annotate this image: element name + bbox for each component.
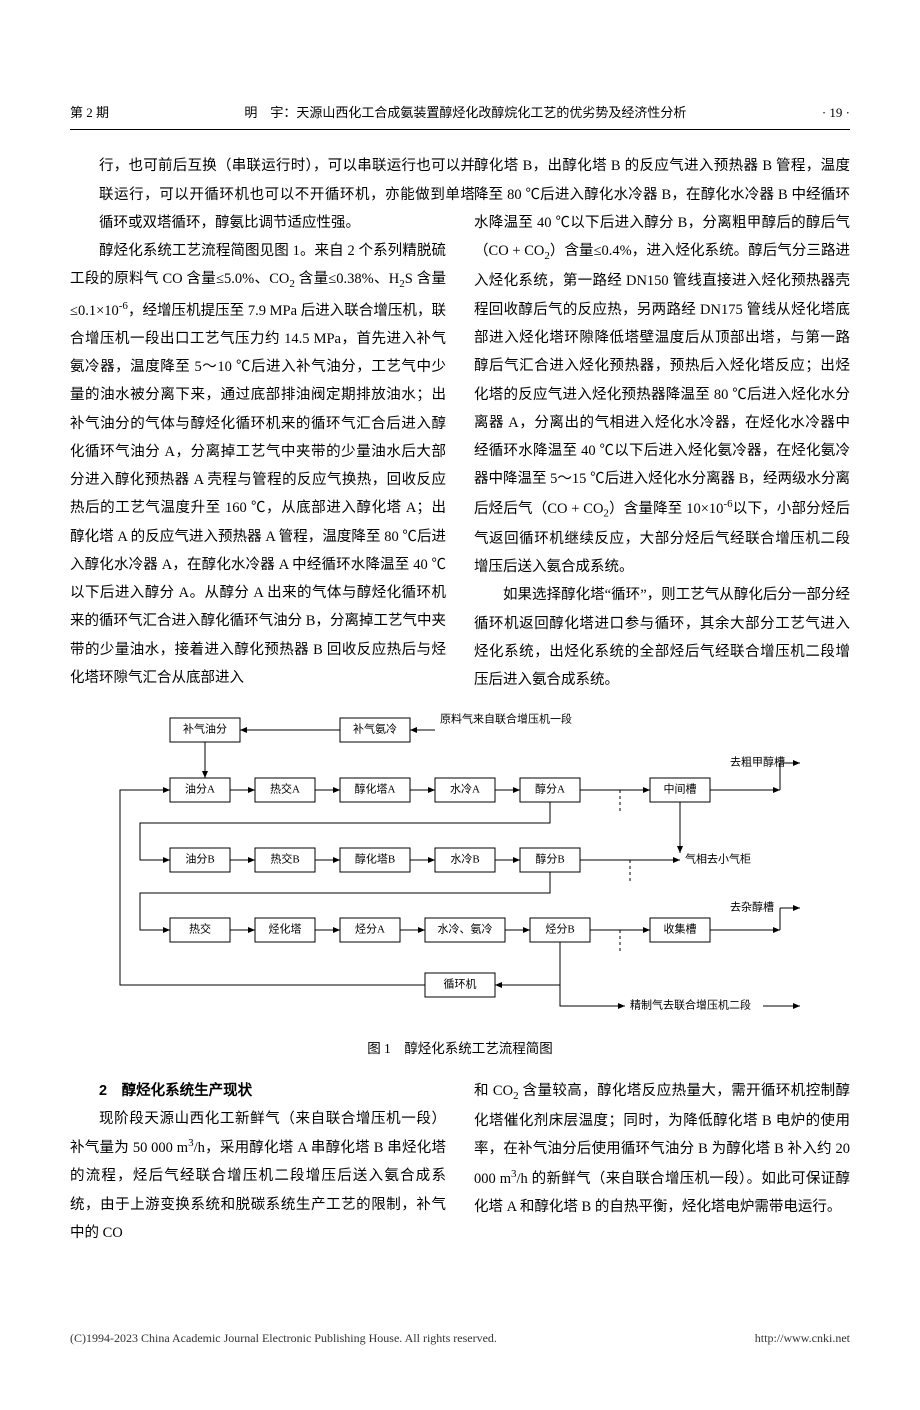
right-column: 醇化塔 B，出醇化塔 B 的反应气进入预热器 B 管程，温度降至 80 ℃后进入… [474,152,850,694]
svg-text:去杂醇槽: 去杂醇槽 [730,900,774,914]
svg-text:收集槽: 收集槽 [664,922,697,936]
issue-label: 第 2 期 [70,100,109,125]
svg-text:油分A: 油分A [185,782,215,796]
section2-right: 和 CO2 含量较高，醇化塔反应热量大，需开循环机控制醇化塔催化剂床层温度；同时… [474,1077,850,1247]
page-number: · 19 · [822,100,850,125]
svg-text:醇化塔B: 醇化塔B [355,852,395,866]
left-column: 行，也可前后互换（串联运行时），可以串联运行也可以并联运行，可以开循环机也可以不… [70,152,446,694]
svg-text:热交B: 热交B [270,852,299,866]
svg-text:醇化塔A: 醇化塔A [355,782,396,796]
page-footer: (C)1994-2023 China Academic Journal Elec… [70,1327,850,1350]
svg-text:补气氨冷: 补气氨冷 [353,722,397,736]
svg-text:热交A: 热交A [270,782,300,796]
flow-diagram: .bx{fill:#fff;stroke:#000;stroke-width:1… [70,708,850,1028]
figure-caption: 图 1 醇烃化系统工艺流程简图 [70,1036,850,1062]
svg-text:醇分B: 醇分B [535,852,564,866]
footer-copyright: (C)1994-2023 China Academic Journal Elec… [70,1327,497,1350]
svg-text:去粗甲醇槽: 去粗甲醇槽 [730,755,785,769]
section2-left-para: 现阶段天源山西化工新鲜气（来自联合增压机一段）补气量为 50 000 m3/h，… [70,1105,446,1247]
section2-left: 2 醇烃化系统生产现状 现阶段天源山西化工新鲜气（来自联合增压机一段）补气量为 … [70,1077,446,1247]
svg-text:气相去小气柜: 气相去小气柜 [685,852,751,866]
svg-text:水冷、氨冷: 水冷、氨冷 [438,923,493,936]
svg-text:热交: 热交 [189,922,211,936]
svg-text:精制气去联合增压机二段: 精制气去联合增压机二段 [630,998,751,1012]
svg-text:油分B: 油分B [185,852,214,866]
svg-text:烃化塔: 烃化塔 [269,922,302,936]
para-right-2: 如果选择醇化塔“循环”，则工艺气从醇化后分一部分经循环机返回醇化塔进口参与循环，… [474,581,850,694]
svg-text:烃分A: 烃分A [355,923,385,936]
section2-right-para: 和 CO2 含量较高，醇化塔反应热量大，需开循环机控制醇化塔催化剂床层温度；同时… [474,1077,850,1221]
svg-text:水冷B: 水冷B [450,853,479,866]
svg-text:烃分B: 烃分B [545,923,574,936]
svg-text:醇分A: 醇分A [535,782,565,796]
svg-text:水冷A: 水冷A [450,783,480,796]
running-title: 明 宇：天源山西化工合成氨装置醇烃化改醇烷化工艺的优劣势及经济性分析 [244,100,686,125]
flowchart-svg: .bx{fill:#fff;stroke:#000;stroke-width:1… [80,708,840,1028]
svg-text:补气油分: 补气油分 [183,722,227,736]
footer-url: http://www.cnki.net [755,1327,850,1350]
running-header: 第 2 期 明 宇：天源山西化工合成氨装置醇烃化改醇烷化工艺的优劣势及经济性分析… [70,100,850,130]
para-left-1: 行，也可前后互换（串联运行时），可以串联运行也可以并联运行，可以开循环机也可以不… [70,152,446,237]
svg-text:原料气来自联合增压机一段: 原料气来自联合增压机一段 [440,712,572,726]
svg-text:中间槽: 中间槽 [664,783,697,796]
para-left-2: 醇烃化系统工艺流程简图见图 1。来自 2 个系列精脱硫工段的原料气 CO 含量≤… [70,237,446,692]
svg-text:循环机: 循环机 [444,977,477,991]
section2-columns: 2 醇烃化系统生产现状 现阶段天源山西化工新鲜气（来自联合增压机一段）补气量为 … [70,1077,850,1247]
body-columns: 行，也可前后互换（串联运行时），可以串联运行也可以并联运行，可以开循环机也可以不… [70,152,850,694]
section2-heading: 2 醇烃化系统生产现状 [70,1077,446,1105]
para-right-1: 醇化塔 B，出醇化塔 B 的反应气进入预热器 B 管程，温度降至 80 ℃后进入… [474,152,850,581]
